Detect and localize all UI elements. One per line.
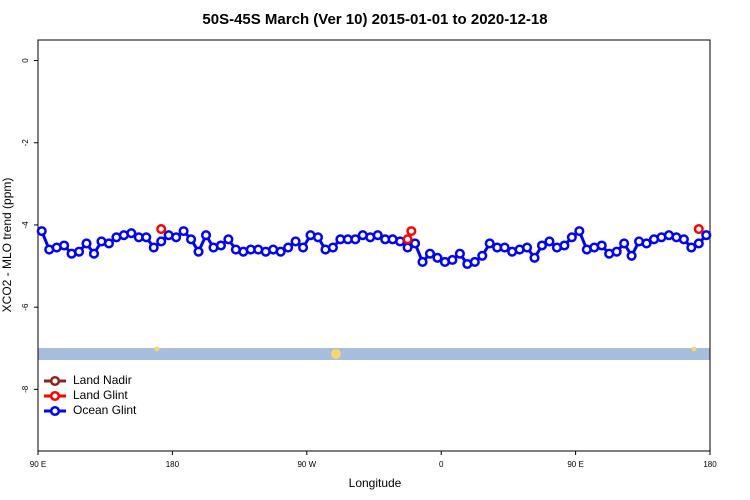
data-point	[148, 242, 159, 253]
data-point	[641, 238, 652, 249]
data-point	[432, 252, 443, 263]
data-point	[522, 242, 533, 253]
data-point	[36, 226, 47, 237]
legend-label: Land Nadir	[73, 373, 132, 387]
data-point	[372, 230, 383, 241]
data-point	[88, 248, 100, 259]
data-point	[417, 256, 428, 267]
data-point	[469, 256, 480, 267]
data-point	[678, 234, 689, 245]
data-point	[402, 234, 413, 245]
data-point	[275, 246, 286, 257]
data-point	[424, 248, 436, 259]
data-point	[559, 240, 570, 251]
x-tick-label: 180	[166, 460, 180, 469]
data-point	[103, 238, 114, 249]
y-tick-label: 0	[21, 58, 30, 63]
data-point	[59, 240, 70, 251]
data-point	[406, 226, 417, 237]
data-point	[74, 246, 85, 257]
legend-marker	[49, 405, 61, 417]
data-point	[312, 232, 324, 243]
x-tick-label: 180	[703, 460, 717, 469]
y-tick-label: -4	[21, 221, 30, 229]
data-point	[693, 224, 704, 235]
data-point	[626, 250, 637, 261]
data-point	[574, 226, 585, 237]
data-point	[611, 246, 622, 257]
y-tick-label: -2	[21, 139, 30, 147]
data-point	[529, 252, 540, 263]
data-point	[215, 240, 226, 251]
data-point	[283, 242, 294, 253]
y-tick-label: -6	[21, 303, 30, 311]
surface-strip	[38, 348, 710, 360]
data-point	[200, 230, 212, 241]
data-point	[536, 240, 548, 251]
data-point	[499, 242, 510, 253]
data-point	[693, 238, 704, 249]
x-tick-label: 90 E	[30, 460, 46, 469]
data-point	[298, 242, 309, 253]
legend-label: Ocean Glint	[73, 403, 137, 417]
data-point	[290, 236, 301, 247]
data-point	[484, 238, 495, 249]
data-point	[701, 230, 712, 241]
plot-frame	[37, 39, 711, 452]
data-point	[81, 238, 92, 249]
data-point	[477, 250, 488, 261]
data-point	[350, 234, 361, 245]
legend-label: Land Glint	[73, 388, 128, 402]
data-point	[186, 234, 197, 245]
data-point	[126, 228, 137, 239]
x-tick-label: 90 W	[297, 460, 316, 469]
y-axis-label: XCO2 - MLO trend (ppm)	[0, 178, 14, 313]
data-point	[171, 232, 182, 243]
data-point	[327, 242, 338, 253]
data-point	[544, 236, 555, 247]
x-axis-label: Longitude	[349, 476, 402, 490]
data-point	[447, 254, 458, 265]
x-tick-label: 0	[439, 460, 444, 469]
data-point	[223, 234, 234, 245]
data-point	[178, 226, 189, 237]
chart-title: 50S-45S March (Ver 10) 2015-01-01 to 202…	[202, 11, 547, 28]
data-point	[410, 238, 421, 249]
strip-spot	[154, 346, 160, 352]
legend-marker	[49, 375, 61, 387]
strip-spot	[691, 346, 697, 352]
data-point	[454, 248, 465, 259]
data-point	[596, 240, 607, 251]
data-point	[193, 246, 204, 257]
data-point	[141, 232, 152, 243]
data-point	[686, 242, 697, 253]
data-point	[619, 238, 630, 249]
y-tick-label: -8	[21, 385, 30, 393]
data-point	[156, 236, 167, 247]
data-point	[566, 232, 577, 243]
x-tick-label: 90 E	[567, 460, 583, 469]
data-point	[156, 224, 167, 235]
legend-marker	[49, 390, 61, 402]
strip-spot	[331, 349, 341, 359]
